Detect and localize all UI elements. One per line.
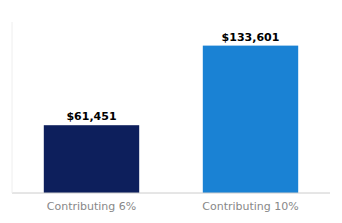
chart-container: Contributing 6% Contributing 10% $61,451 $1… <box>0 0 342 223</box>
data-label: $133,601 <box>222 31 280 44</box>
chart: Contributing 6% Contributing 10% $61,451 $1… <box>0 0 342 223</box>
x-tick-label: Contributing 6% <box>47 200 137 213</box>
bars <box>44 46 298 193</box>
data-label: $61,451 <box>66 110 116 123</box>
x-axis-line <box>12 193 330 194</box>
bar <box>203 46 298 193</box>
y-axis-line <box>12 22 13 193</box>
x-tick-label: Contributing 10% <box>202 200 299 213</box>
bar <box>44 125 139 193</box>
